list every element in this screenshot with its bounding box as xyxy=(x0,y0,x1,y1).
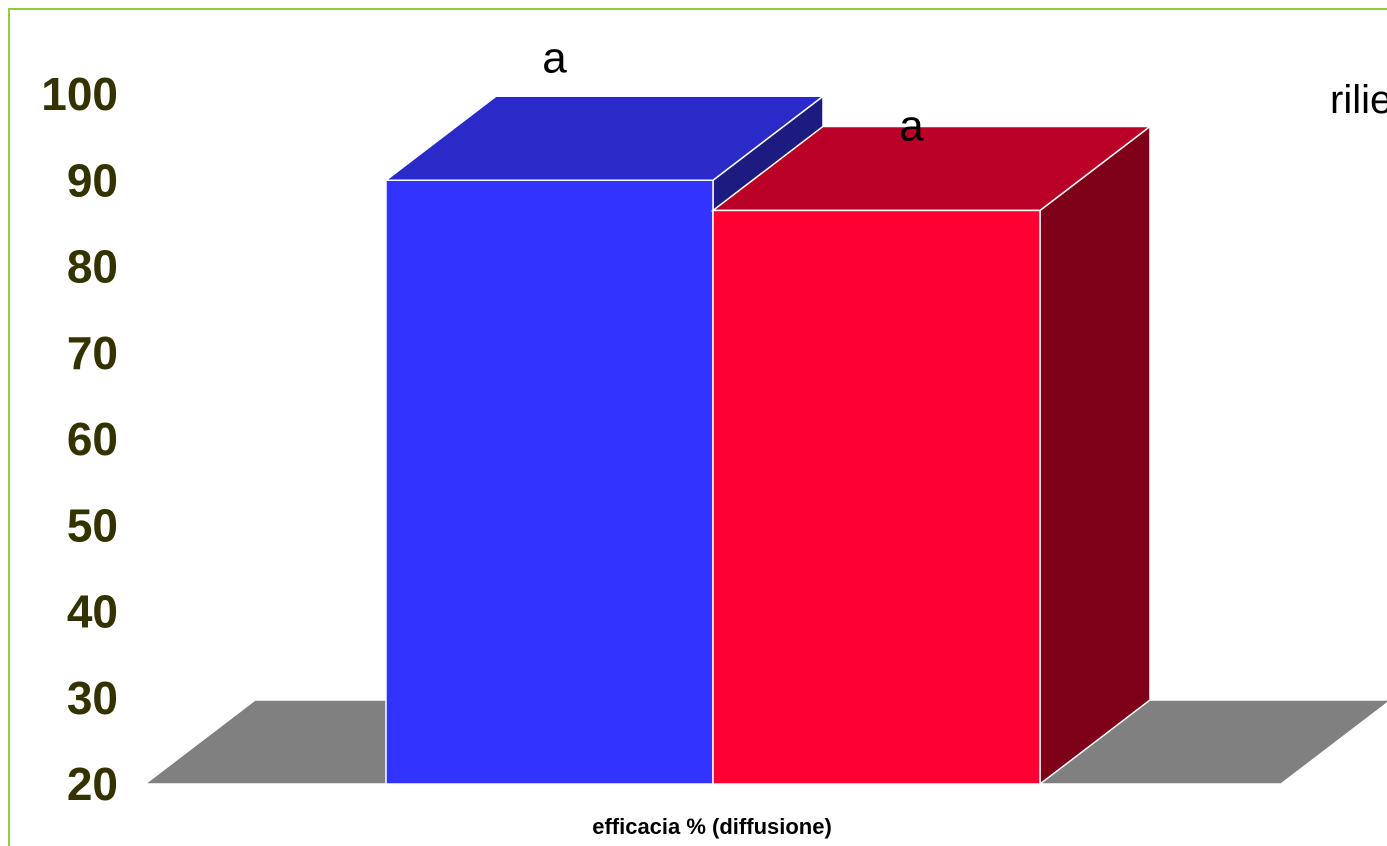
bar-front-face xyxy=(712,209,1041,785)
y-tick-label: 60 xyxy=(67,413,118,465)
bar-front-face xyxy=(385,179,714,785)
y-tick-label: 40 xyxy=(67,586,118,638)
x-axis-label: efficacia % (diffusione) xyxy=(592,814,832,839)
y-tick-label: 20 xyxy=(67,758,118,810)
y-tick-label: 70 xyxy=(67,327,118,379)
y-tick-label: 80 xyxy=(67,241,118,293)
chart-frame xyxy=(8,8,1387,846)
y-tick-label: 30 xyxy=(67,672,118,724)
bar-data-label: a xyxy=(542,33,567,82)
y-tick-label: 100 xyxy=(41,68,118,120)
bar-data-label: a xyxy=(899,101,924,150)
y-tick-label: 90 xyxy=(67,154,118,206)
y-tick-label: 50 xyxy=(67,499,118,551)
legend-fragment: rilie xyxy=(1330,78,1387,122)
bar-side-face xyxy=(1039,124,1151,786)
bar-2 xyxy=(710,124,1153,786)
